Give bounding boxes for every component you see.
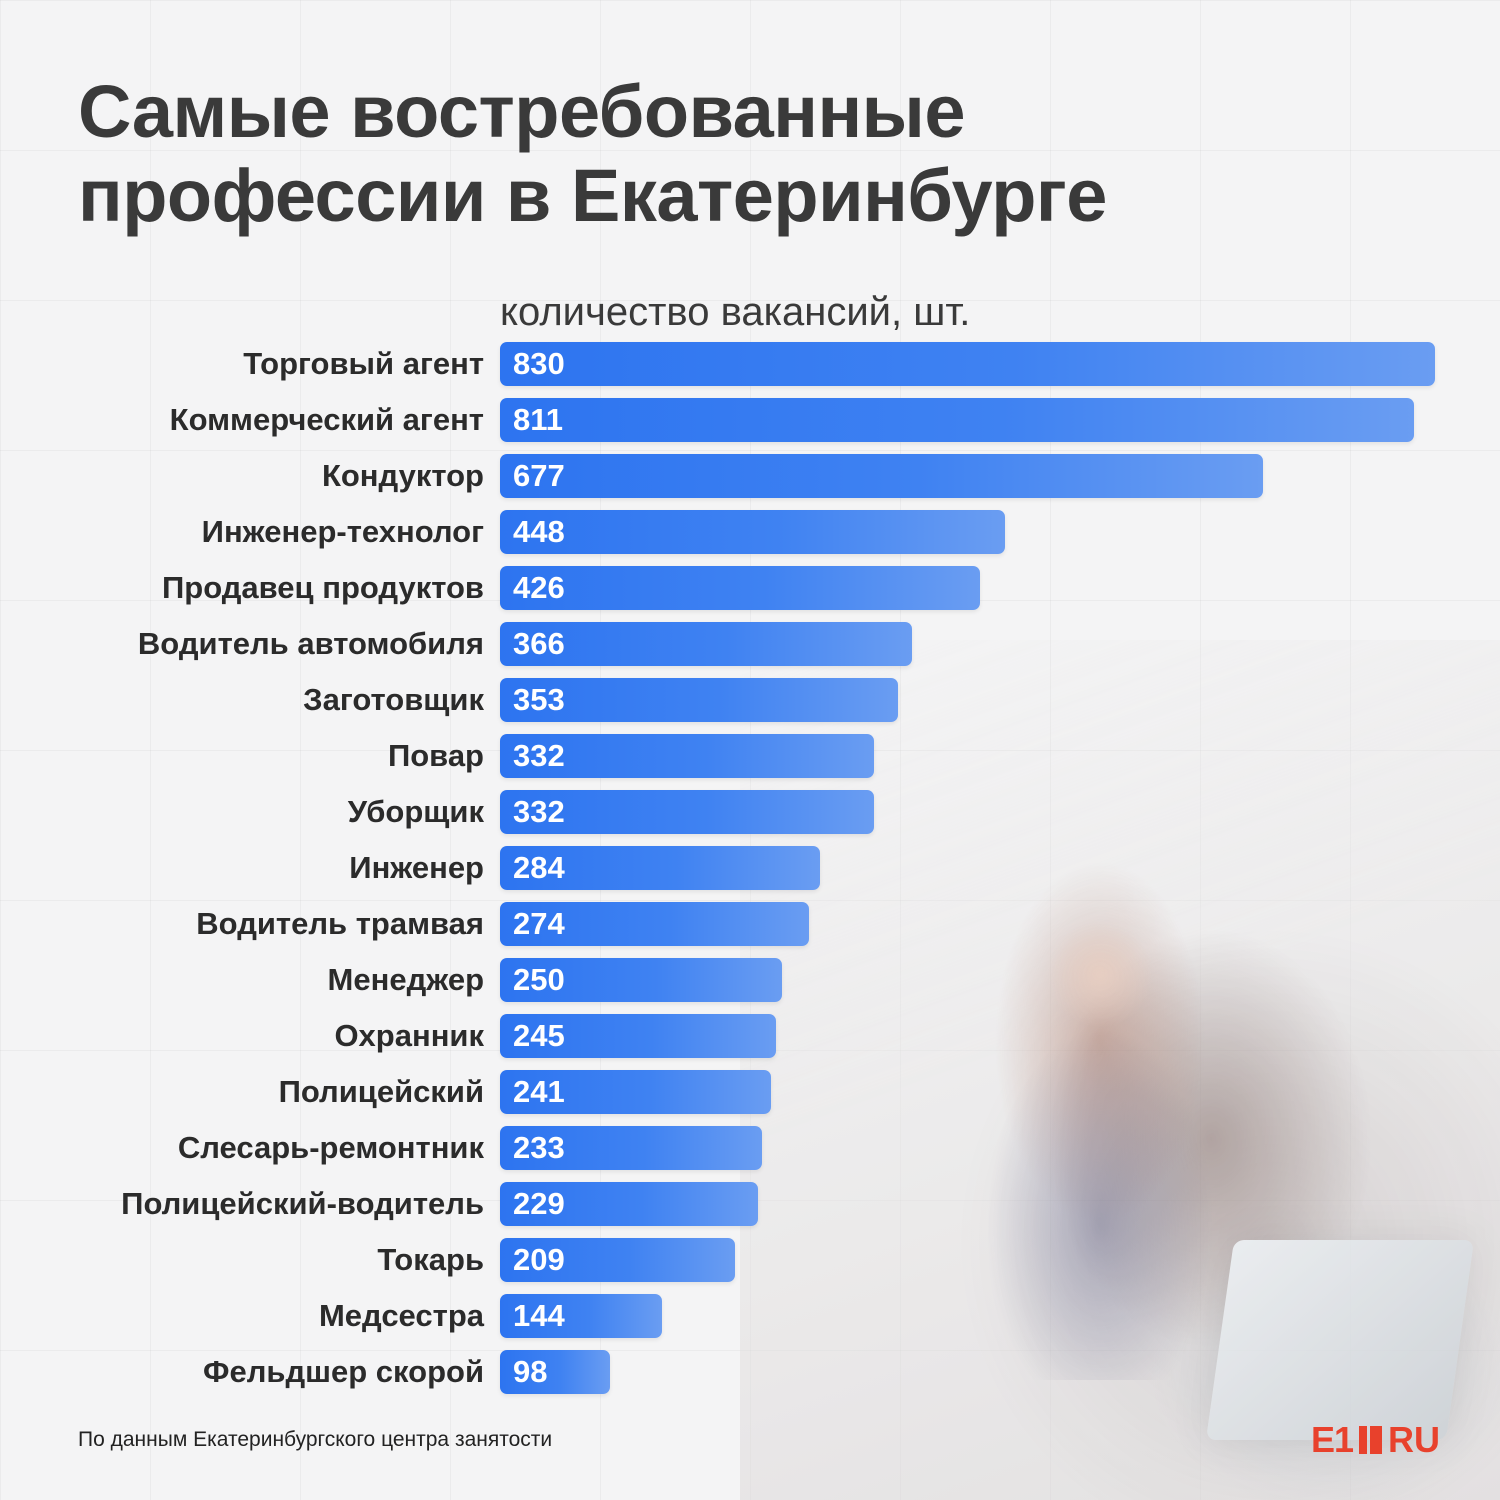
bar-row: Полицейский 241 <box>0 1070 1500 1114</box>
chart-title-line-2: профессии в Екатеринбурге <box>78 154 1107 237</box>
background-photo <box>740 640 1500 1500</box>
value-label: 332 <box>513 794 565 829</box>
bar: 245 <box>500 1014 776 1058</box>
bar: 250 <box>500 958 782 1002</box>
value-label: 245 <box>513 1018 565 1053</box>
bar: 426 <box>500 566 980 610</box>
bar-row: Менеджер 250 <box>0 958 1500 1002</box>
value-label: 144 <box>513 1298 565 1333</box>
category-label: Коммерческий агент <box>169 402 484 437</box>
value-label: 811 <box>513 402 564 437</box>
bar-row: Повар 332 <box>0 734 1500 778</box>
category-label: Полицейский-водитель <box>121 1186 484 1221</box>
bar: 144 <box>500 1294 662 1338</box>
category-label: Инженер-технолог <box>201 514 484 549</box>
bar-chart: Торговый агент 830 Коммерческий агент 811 Ко… <box>0 342 1500 1402</box>
value-label: 677 <box>513 458 565 493</box>
bar-row: Инженер-технолог 448 <box>0 510 1500 554</box>
value-label: 830 <box>513 346 565 381</box>
e1-logo[interactable]: E1 RU <box>1311 1418 1440 1462</box>
bar: 811 <box>500 398 1414 442</box>
bar: 353 <box>500 678 898 722</box>
bar: 332 <box>500 734 874 778</box>
value-label: 353 <box>513 682 565 717</box>
category-label: Полицейский <box>278 1074 484 1109</box>
bar-row: Кондуктор 677 <box>0 454 1500 498</box>
bar-row: Коммерческий агент 811 <box>0 398 1500 442</box>
bar: 233 <box>500 1126 762 1170</box>
bar: 241 <box>500 1070 771 1114</box>
bar: 229 <box>500 1182 758 1226</box>
bar: 274 <box>500 902 809 946</box>
value-label: 241 <box>513 1074 565 1109</box>
bar-row: Фельдшер скорой 98 <box>0 1350 1500 1394</box>
category-label: Инженер <box>349 850 484 885</box>
category-label: Слесарь-ремонтник <box>177 1130 484 1165</box>
category-label: Токарь <box>377 1242 484 1277</box>
unit-label: количество вакансий, шт. <box>500 290 971 334</box>
category-label: Водитель автомобиля <box>137 626 484 661</box>
value-label: 426 <box>513 570 565 605</box>
category-label: Менеджер <box>327 962 484 997</box>
value-label: 332 <box>513 738 565 773</box>
bar-row: Заготовщик 353 <box>0 678 1500 722</box>
value-label: 284 <box>513 850 565 885</box>
bar: 209 <box>500 1238 735 1282</box>
logo-suffix: RU <box>1388 1419 1440 1460</box>
bar-row: Инженер 284 <box>0 846 1500 890</box>
category-label: Повар <box>387 738 484 773</box>
bar-row: Охранник 245 <box>0 1014 1500 1058</box>
category-label: Уборщик <box>347 794 484 829</box>
value-label: 448 <box>513 514 565 549</box>
bar-row: Медсестра 144 <box>0 1294 1500 1338</box>
category-label: Фельдшер скорой <box>203 1354 484 1389</box>
bar: 332 <box>500 790 874 834</box>
bar-row: Продавец продуктов 426 <box>0 566 1500 610</box>
bar-row: Полицейский-водитель 229 <box>0 1182 1500 1226</box>
value-label: 366 <box>513 626 565 661</box>
bar: 677 <box>500 454 1263 498</box>
value-label: 274 <box>513 906 565 941</box>
category-label: Кондуктор <box>321 458 484 493</box>
value-label: 229 <box>513 1186 565 1221</box>
category-label: Продавец продуктов <box>162 570 484 605</box>
category-label: Охранник <box>334 1018 484 1053</box>
logo-block-icon <box>1359 1426 1382 1454</box>
bar: 830 <box>500 342 1435 386</box>
bar-row: Водитель трамвая 274 <box>0 902 1500 946</box>
bar: 448 <box>500 510 1005 554</box>
bar-row: Уборщик 332 <box>0 790 1500 834</box>
bar-row: Слесарь-ремонтник 233 <box>0 1126 1500 1170</box>
woman-illustration <box>950 860 1250 1380</box>
bar: 366 <box>500 622 912 666</box>
category-label: Торговый агент <box>243 346 484 381</box>
source-note: По данным Екатеринбургского центра занят… <box>78 1428 553 1451</box>
category-label: Заготовщик <box>303 682 484 717</box>
value-label: 98 <box>513 1354 548 1389</box>
logo-brand: E1 <box>1310 1419 1354 1460</box>
value-label: 250 <box>513 962 565 997</box>
value-label: 233 <box>513 1130 565 1165</box>
bar-row: Водитель автомобиля 366 <box>0 622 1500 666</box>
category-label: Медсестра <box>318 1298 484 1333</box>
bar: 98 <box>500 1350 610 1394</box>
bar: 284 <box>500 846 820 890</box>
value-label: 209 <box>513 1242 565 1277</box>
chart-title: Самые востребованные профессии в Екатери… <box>78 70 1378 238</box>
bar-row: Торговый агент 830 <box>0 342 1500 386</box>
chart-title-line-1: Самые востребованные <box>78 70 966 153</box>
bar-row: Токарь 209 <box>0 1238 1500 1282</box>
category-label: Водитель трамвая <box>196 906 484 941</box>
